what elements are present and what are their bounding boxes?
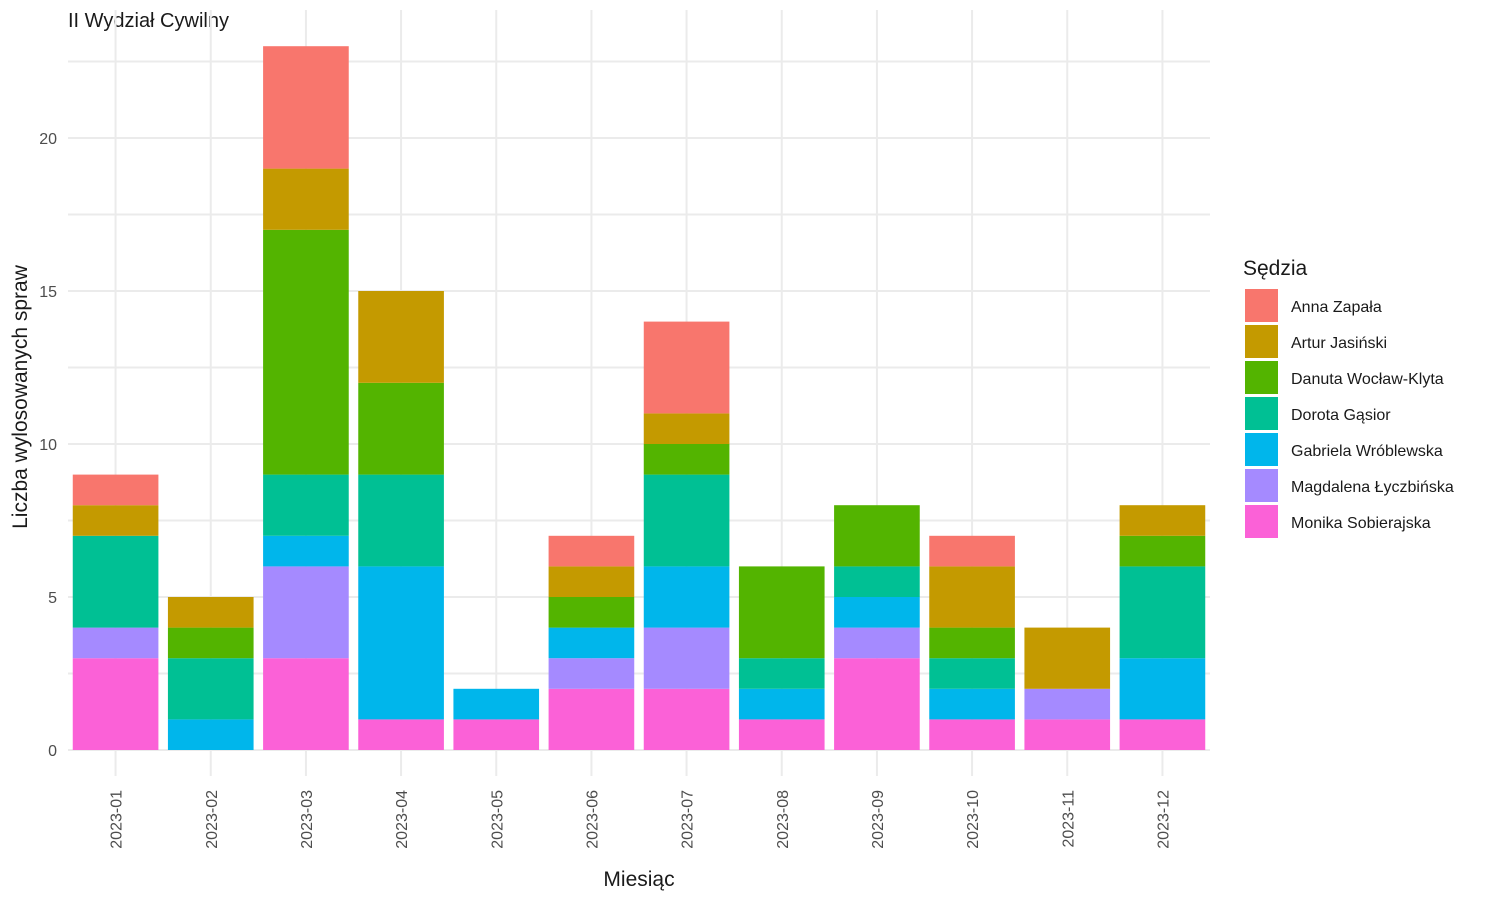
bar-segment [834, 597, 920, 628]
x-tick-label: 2023-04 [394, 790, 411, 849]
bar-segment [1119, 535, 1206, 567]
y-tick-label: 0 [48, 743, 57, 760]
bar-segment [738, 658, 825, 689]
bar-segment [548, 535, 635, 567]
x-tick-label: 2023-07 [680, 790, 697, 849]
bar-segment [1119, 505, 1206, 536]
bar-segment [1024, 719, 1111, 750]
bar-segment [548, 566, 635, 597]
y-axis-title: Liczba wylosowanych spraw [9, 264, 32, 529]
y-tick-label: 15 [39, 284, 57, 301]
bar-segment [834, 627, 920, 659]
bar-segment [1119, 719, 1206, 750]
x-tick-label: 2023-09 [870, 790, 887, 849]
legend-label: Anna Zapała [1291, 299, 1382, 316]
legend-label: Danuta Wocław-Klyta [1291, 371, 1444, 388]
bar-segment [738, 566, 825, 659]
legend-key [1245, 289, 1278, 322]
x-tick-label: 2023-11 [1060, 790, 1077, 848]
x-tick-label: 2023-01 [109, 790, 126, 849]
bar-segment [1024, 688, 1111, 720]
bar-segment [548, 627, 635, 659]
legend-key [1245, 325, 1278, 358]
legend-label: Artur Jasiński [1291, 335, 1387, 352]
bar-segment [72, 505, 159, 536]
bar-segment [263, 658, 349, 750]
chart-title: II Wydział Cywilny [68, 10, 229, 32]
bar-segment [263, 535, 349, 567]
bar-segment [1119, 566, 1206, 659]
x-tick-label: 2023-10 [965, 790, 982, 849]
legend-key [1245, 397, 1278, 430]
legend-label: Magdalena Łyczbińska [1291, 479, 1454, 496]
legend-label: Monika Sobierajska [1291, 515, 1431, 532]
bar-segment [167, 658, 254, 720]
bar-segment [548, 688, 635, 750]
bar-segment [548, 658, 635, 689]
bar-segment [453, 688, 540, 720]
bar-segment [548, 597, 635, 628]
bar-segment [358, 291, 444, 383]
x-tick-label: 2023-03 [299, 790, 316, 849]
bar-segment [643, 444, 730, 475]
y-tick-label: 20 [39, 131, 57, 148]
y-tick-label: 10 [39, 437, 57, 454]
x-tick-label: 2023-02 [204, 790, 221, 849]
bar-segment [263, 46, 349, 169]
bar-segment [643, 627, 730, 689]
bars [72, 46, 1206, 750]
x-tick-label: 2023-05 [489, 790, 506, 849]
bar-segment [1024, 627, 1111, 689]
bar-segment [643, 321, 730, 414]
x-tick-label: 2023-08 [775, 790, 792, 849]
legend-title: Sędzia [1243, 257, 1308, 280]
legend-key [1245, 505, 1278, 538]
bar-segment [453, 719, 540, 750]
bar-segment [358, 566, 444, 720]
bar-segment [929, 719, 1015, 750]
bar-segment [72, 535, 159, 628]
bar-segment [1119, 658, 1206, 720]
bar-segment [358, 382, 444, 475]
y-tick-label: 5 [48, 590, 57, 607]
x-tick-label: 2023-12 [1155, 790, 1172, 849]
bar-segment [643, 413, 730, 444]
x-axis-ticks: 2023-01 2023-02 2023-03 2023-04 2023-05 2023-… [109, 790, 1173, 849]
bar-segment [167, 597, 254, 628]
bar-segment [834, 566, 920, 597]
bar-segment [929, 688, 1015, 720]
bar-segment [738, 688, 825, 720]
bar-segment [643, 474, 730, 567]
legend-key [1245, 469, 1278, 502]
bar-segment [358, 474, 444, 567]
bar-segment [72, 474, 159, 506]
legend-key [1245, 433, 1278, 466]
legend: Anna Zapała Artur Jasiński Danuta Wocław-K… [1245, 289, 1454, 538]
y-axis-ticks: 0 5 10 15 20 [39, 131, 57, 760]
legend-label: Dorota Gąsior [1291, 407, 1391, 424]
bar-segment [263, 566, 349, 659]
bar-segment [263, 168, 349, 230]
x-axis-title: Miesiąc [603, 868, 674, 891]
bar-segment [72, 658, 159, 750]
x-tick-label: 2023-06 [584, 790, 601, 849]
bar-segment [929, 535, 1015, 567]
bar-segment [929, 627, 1015, 659]
legend-key [1245, 361, 1278, 394]
bar-segment [72, 627, 159, 659]
bar-segment [263, 229, 349, 475]
legend-label: Gabriela Wróblewska [1291, 443, 1443, 460]
bar-segment [167, 627, 254, 659]
bar-segment [738, 719, 825, 750]
bar-segment [834, 658, 920, 750]
bar-segment [643, 688, 730, 750]
bar-segment [358, 719, 444, 750]
bar-segment [167, 719, 254, 750]
bar-segment [263, 474, 349, 536]
bar-segment [929, 658, 1015, 689]
bar-segment [643, 566, 730, 628]
bar-segment [929, 566, 1015, 628]
bar-segment [834, 505, 920, 567]
